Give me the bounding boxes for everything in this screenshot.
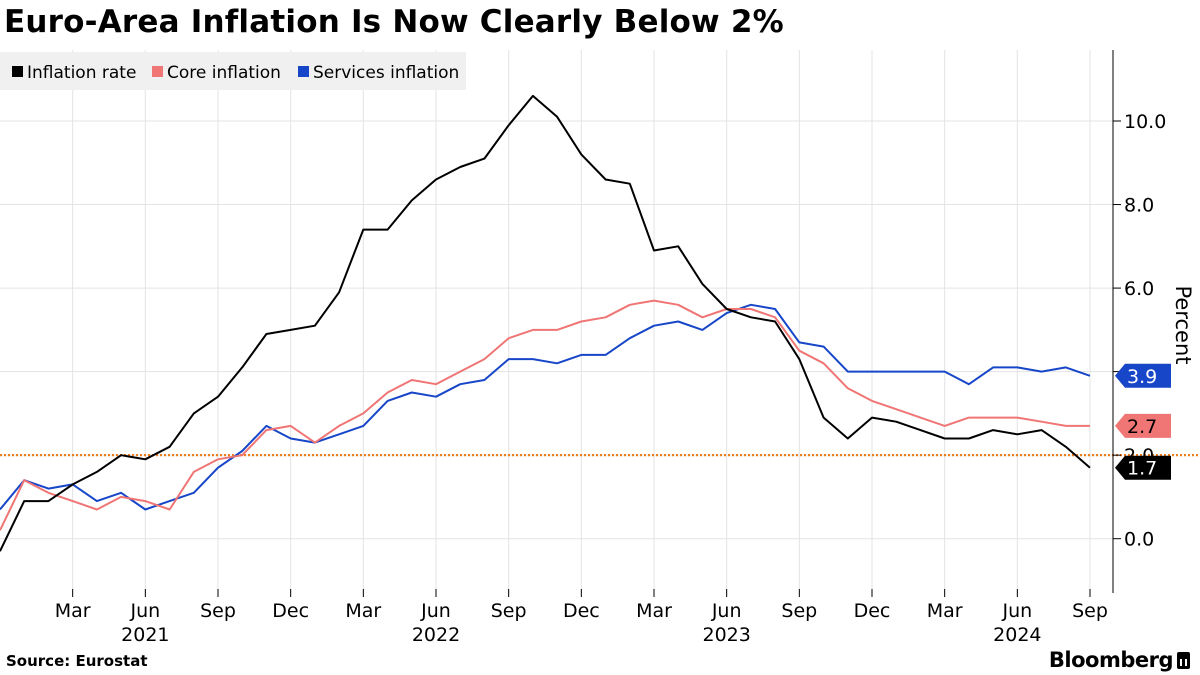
x-tick-label: Dec xyxy=(854,600,891,622)
y-tick-label: 10.0 xyxy=(1124,111,1166,133)
gridlines xyxy=(0,50,1113,593)
x-tick-label: Sep xyxy=(491,600,527,622)
x-tick-label: Mar xyxy=(55,600,91,622)
x-tick-label: Mar xyxy=(636,600,672,622)
x-tick-label: Jun xyxy=(129,600,160,622)
x-tick-label: Mar xyxy=(927,600,963,622)
x-axis: Mar Jun Sep Dec Mar Jun Sep Dec Mar Jun Sep Dec Mar J… xyxy=(55,589,1108,646)
series-line-inflation-rate xyxy=(0,94,1091,552)
x-tick-label: Sep xyxy=(200,600,236,622)
brand-chart-icon xyxy=(1177,651,1190,669)
series-line-services-inflation xyxy=(0,303,1091,511)
legend-swatch xyxy=(298,66,309,77)
x-tick-label: Jun xyxy=(420,600,451,622)
end-label-tag xyxy=(1115,455,1171,480)
legend-box xyxy=(0,52,466,90)
end-label-value: 2.7 xyxy=(1127,416,1157,438)
x-year-label: 2022 xyxy=(412,624,460,646)
x-tick-label: Sep xyxy=(781,600,817,622)
end-labels: 3.9 2.7 1.7 xyxy=(1115,363,1171,480)
x-year-label: 2021 xyxy=(121,624,169,646)
source-note: Source: Eurostat xyxy=(6,652,148,670)
x-year-label: 2023 xyxy=(702,624,750,646)
end-label-tag xyxy=(1115,363,1171,388)
y-tick-label: 0.0 xyxy=(1124,529,1154,551)
legend-swatch xyxy=(152,66,163,77)
legend-label: Inflation rate xyxy=(27,63,136,83)
end-label-value: 1.7 xyxy=(1127,458,1157,480)
legend-label: Services inflation xyxy=(313,63,459,83)
brand-name: Bloomberg xyxy=(1048,648,1174,672)
x-tick-label: Mar xyxy=(345,600,381,622)
chart-title: Euro-Area Inflation Is Now Clearly Below… xyxy=(4,4,784,40)
y-tick-label: 8.0 xyxy=(1124,195,1154,217)
legend: Inflation rate Core inflation Services inf… xyxy=(0,52,466,90)
x-tick-label: Sep xyxy=(1072,600,1108,622)
series-lines xyxy=(0,94,1091,552)
end-label-value: 3.9 xyxy=(1127,366,1157,388)
y-tick-label: 6.0 xyxy=(1124,278,1154,300)
x-year-label: 2024 xyxy=(993,624,1041,646)
legend-label: Core inflation xyxy=(167,63,281,83)
series-line-core-inflation xyxy=(0,299,1090,531)
x-tick-label: Dec xyxy=(563,600,600,622)
legend-swatch xyxy=(12,66,23,77)
end-label-tag xyxy=(1115,413,1171,438)
y-axis-title: Percent xyxy=(1171,285,1195,364)
x-tick-label: Jun xyxy=(1001,600,1032,622)
x-tick-label: Dec xyxy=(272,600,309,622)
x-tick-label: Jun xyxy=(711,600,742,622)
brand-logo: Bloomberg xyxy=(1049,648,1190,672)
